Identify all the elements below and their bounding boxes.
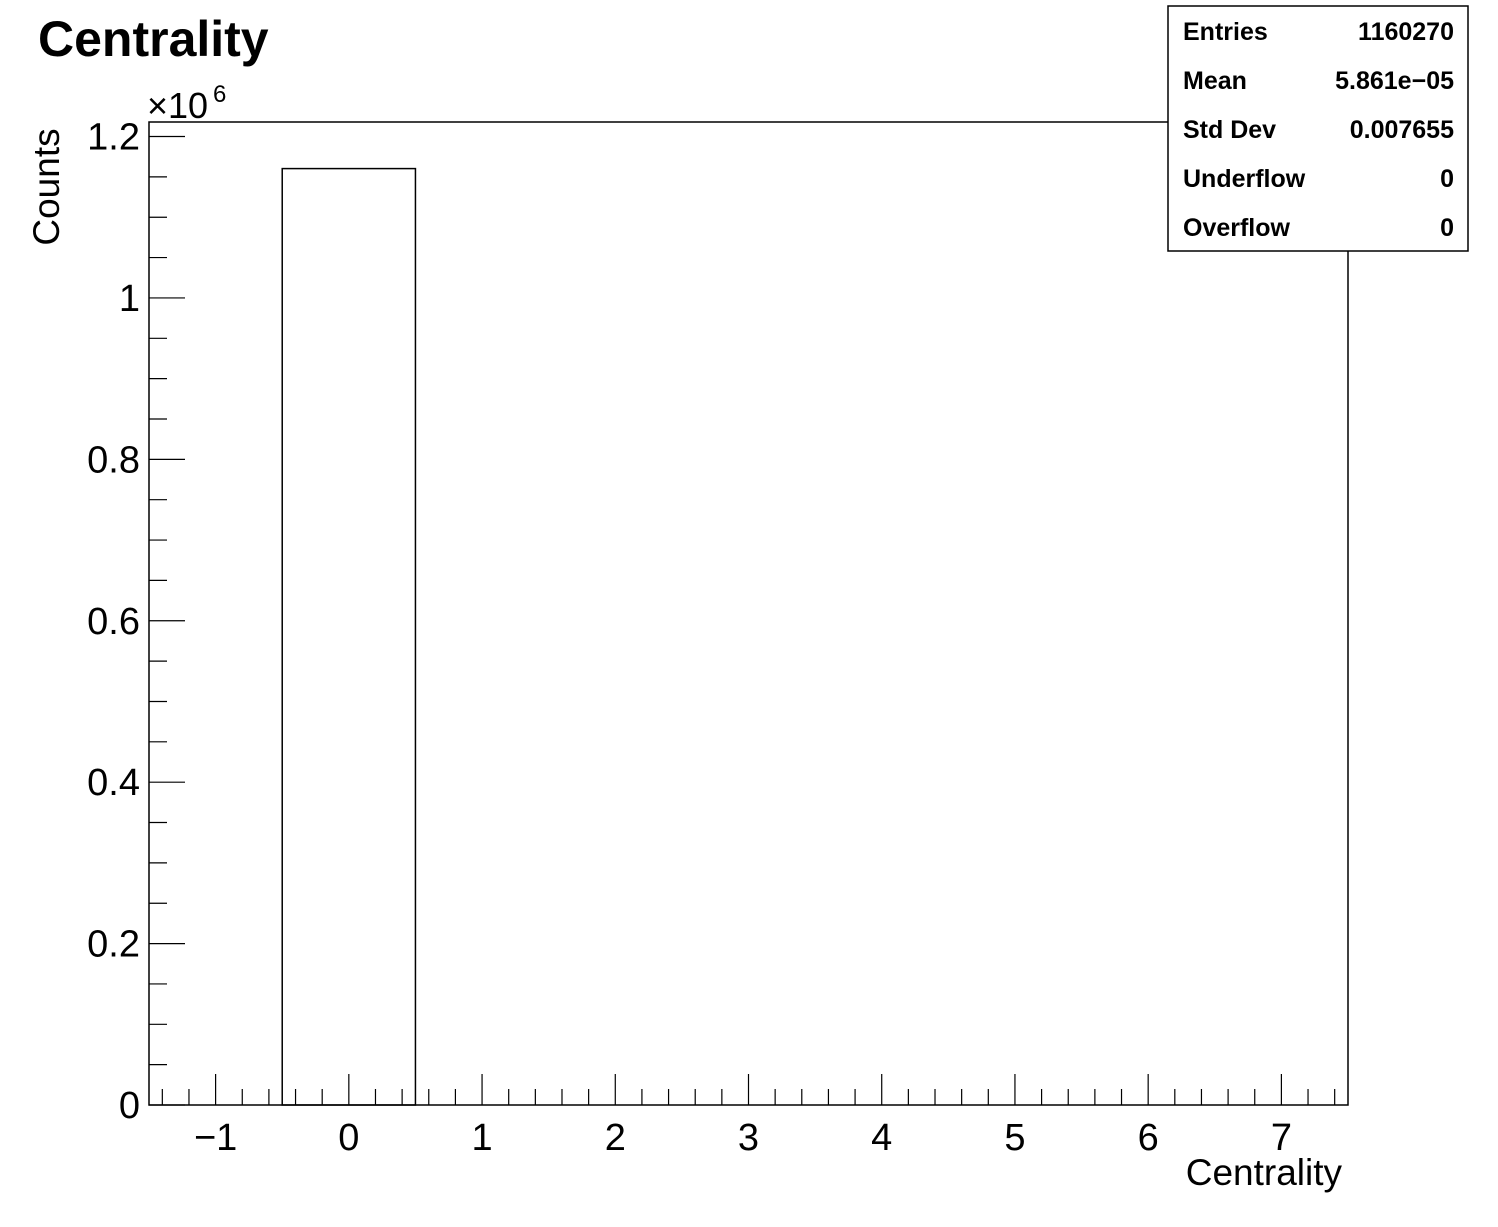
y-tick-label: 0.2 (87, 924, 140, 966)
y-axis-title: Counts (26, 128, 67, 245)
histogram-bin-0 (281, 167, 417, 1106)
y-multiplier-base: ×10 (147, 85, 208, 126)
x-tick-label: 0 (338, 1117, 359, 1159)
y-multiplier: ×10 6 (147, 81, 226, 126)
stats-label: Underflow (1183, 165, 1306, 193)
y-tick-label: 0 (119, 1085, 140, 1127)
y-tick-label: 1.2 (87, 117, 140, 159)
y-multiplier-exponent: 6 (213, 81, 226, 108)
stats-box-border (1167, 5, 1469, 252)
stats-value: 0 (1440, 214, 1454, 242)
stats-box: Entries 1160270 Mean 5.861e−05 Std Dev 0.0076… (1167, 5, 1469, 252)
x-axis: −1 0 1 2 3 4 5 6 7 (161, 1074, 1336, 1159)
y-tick-label: 0.8 (87, 439, 140, 481)
x-tick-label: 5 (1004, 1117, 1025, 1159)
stats-label: Mean (1183, 67, 1247, 95)
y-tick-label: 0.4 (87, 762, 140, 804)
stats-value: 1160270 (1358, 18, 1454, 46)
stats-value: 5.861e−05 (1335, 67, 1454, 95)
stats-label: Entries (1183, 18, 1268, 46)
x-tick-label: 6 (1138, 1117, 1159, 1159)
x-axis-title: Centrality (1186, 1152, 1343, 1193)
stats-label: Std Dev (1183, 116, 1276, 144)
stats-value: 0 (1440, 165, 1454, 193)
y-axis: 0 0.2 0.4 0.6 0.8 1 1.2 (87, 117, 185, 1127)
histogram-bins (281, 167, 417, 1106)
stats-label: Overflow (1183, 214, 1291, 242)
x-tick-label: 4 (871, 1117, 892, 1159)
x-tick-label: 2 (605, 1117, 626, 1159)
stats-value: 0.007655 (1350, 116, 1454, 144)
y-tick-label: 1 (119, 278, 140, 320)
x-tick-label: 3 (738, 1117, 759, 1159)
chart-title: Centrality (38, 11, 269, 67)
x-tick-label: 7 (1271, 1117, 1292, 1159)
y-tick-label: 0.6 (87, 601, 140, 643)
x-tick-label: 1 (471, 1117, 492, 1159)
x-tick-label: −1 (194, 1117, 237, 1159)
